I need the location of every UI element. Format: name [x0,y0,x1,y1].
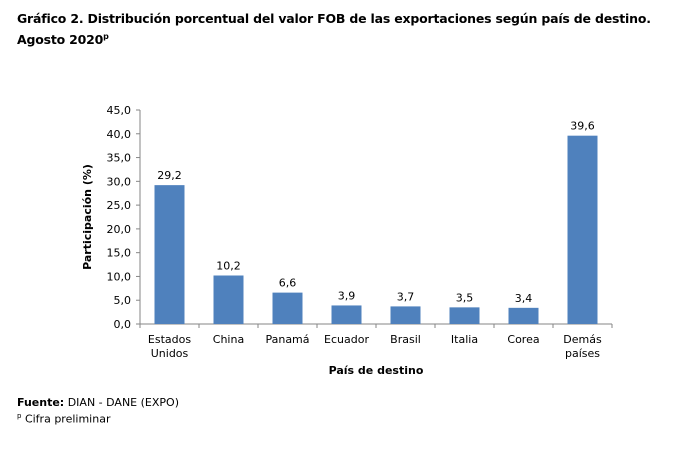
y-tick-label: 10,0 [107,270,132,283]
source-label: Fuente: [17,396,65,409]
y-tick-label: 20,0 [107,223,132,236]
bar [508,307,539,324]
x-tick-label: Italia [451,333,478,346]
y-tick-label: 15,0 [107,247,132,260]
x-axis-title: País de destino [329,364,424,377]
y-tick-label: 5,0 [114,294,132,307]
title-sup: p [103,32,109,41]
data-label: 6,6 [279,277,297,290]
source-text: DIAN - DANE (EXPO) [64,396,179,409]
title-line2: Agosto 2020 [17,32,104,48]
title-line1: Gráfico 2. Distribución porcentual del v… [17,11,651,26]
bar [213,275,244,324]
y-tick-label: 30,0 [107,175,132,188]
data-label: 39,6 [570,120,595,133]
x-tick-label: Estados [148,333,191,346]
y-tick-label: 25,0 [107,199,132,212]
data-label: 3,4 [515,292,533,305]
data-label: 29,2 [157,169,182,182]
y-tick-label: 0,0 [114,318,132,331]
y-tick-label: 45,0 [107,104,132,117]
bar [154,185,185,324]
note-text: Cifra preliminar [21,412,111,426]
x-tick-label: Demás [563,333,602,346]
x-tick-label: países [565,347,600,360]
source-note: Fuente: DIAN - DANE (EXPO) [17,396,179,409]
data-label: 3,5 [456,291,474,304]
bar [567,135,598,324]
note-sup: p [17,412,22,420]
bar [331,305,362,324]
data-label: 3,9 [338,289,356,302]
bar [390,306,421,324]
x-tick-label: Panamá [265,333,309,346]
chart-title: Gráfico 2. Distribución porcentual del v… [17,10,651,49]
bar [272,292,303,324]
data-label: 10,2 [216,259,241,272]
x-tick-label: Corea [507,333,539,346]
y-tick-label: 40,0 [107,128,132,141]
y-axis-title: Participación (%) [81,164,94,270]
preliminary-note: p Cifra preliminar [17,412,110,426]
data-label: 3,7 [397,290,415,303]
y-tick-label: 35,0 [107,152,132,165]
x-tick-label: Brasil [390,333,421,346]
bar [449,307,480,324]
x-tick-label: Unidos [151,347,189,360]
x-tick-label: China [213,333,244,346]
x-tick-label: Ecuador [324,333,369,346]
